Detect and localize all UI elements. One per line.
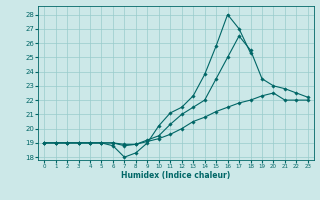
- X-axis label: Humidex (Indice chaleur): Humidex (Indice chaleur): [121, 171, 231, 180]
